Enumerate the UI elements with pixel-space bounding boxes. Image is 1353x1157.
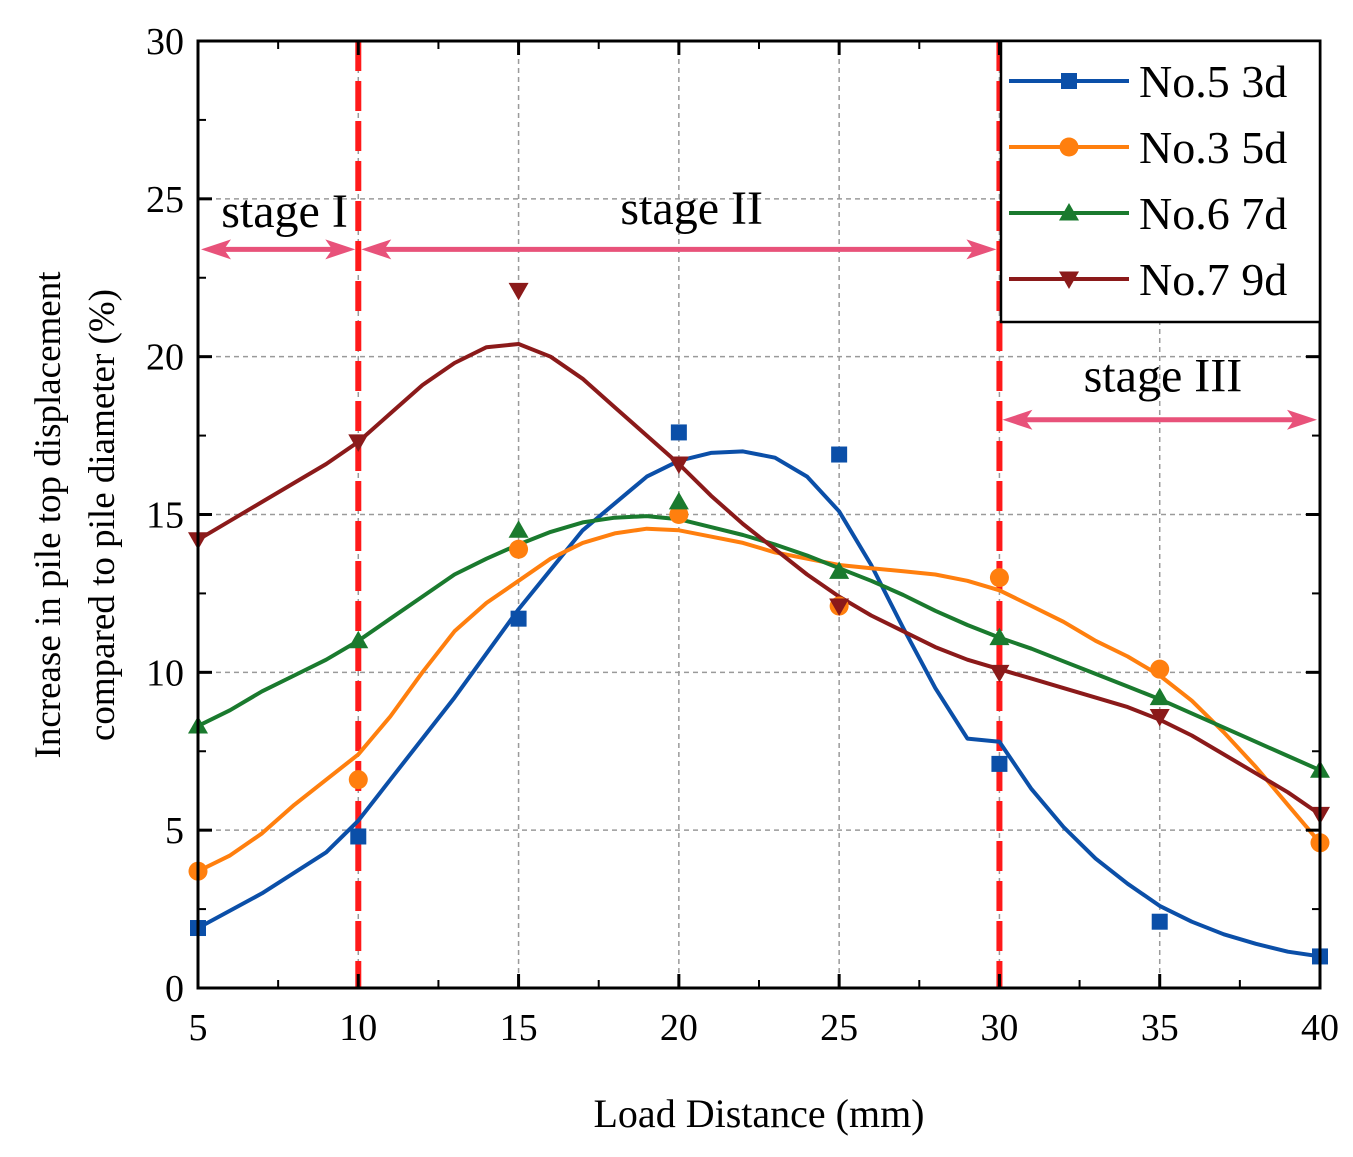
- data-point-No.7 9d: [1149, 709, 1170, 727]
- data-point-No.7 9d: [508, 282, 529, 301]
- legend-marker-No.5 3d: [1061, 73, 1077, 89]
- x-tick-label: 15: [500, 1007, 538, 1049]
- data-point-No.5 3d: [1151, 913, 1168, 930]
- y-axis-label-line-1: Increase in pile top displacement: [28, 271, 69, 759]
- data-point-No.6 7d: [829, 561, 850, 579]
- y-axis-label-line-2: compared to pile diameter (%): [82, 289, 123, 741]
- data-point-No.6 7d: [508, 520, 529, 538]
- data-point-No.5 3d: [510, 610, 527, 627]
- y-axis-label: Increase in pile top displacement compar…: [28, 271, 123, 759]
- data-point-No.5 3d: [831, 446, 848, 463]
- stage-label: stage III: [1084, 349, 1243, 402]
- fit-curves: [198, 342, 1320, 959]
- data-points: [188, 282, 1330, 965]
- y-tick-label: 25: [146, 179, 184, 221]
- legend-marker-No.7 9d: [1059, 271, 1079, 289]
- y-tick-label: 0: [165, 968, 184, 1010]
- x-tick-label: 10: [339, 1007, 377, 1049]
- legend-label: No.6 7d: [1139, 188, 1287, 239]
- legend-box: [999, 39, 1322, 324]
- x-tick-label: 5: [189, 1007, 208, 1049]
- stage-arrowhead: [966, 239, 997, 260]
- data-point-No.5 3d: [350, 828, 367, 845]
- data-point-No.7 9d: [989, 664, 1010, 683]
- legend: No.5 3d No.3 5d No.6 7d No.7 9d: [999, 39, 1322, 324]
- x-axis-label: Load Distance (mm): [594, 1091, 925, 1136]
- stage-arrowhead: [325, 239, 356, 260]
- legend-marker-No.3 5d: [1059, 137, 1079, 157]
- data-point-No.6 7d: [668, 491, 689, 510]
- data-point-No.5 3d: [991, 755, 1008, 772]
- y-tick-label: 10: [146, 652, 184, 694]
- data-point-No.6 7d: [348, 630, 369, 649]
- fit-curve-No.3 5d: [198, 526, 1320, 874]
- x-tick-label: 25: [820, 1007, 858, 1049]
- stage-arrowhead: [1287, 409, 1317, 430]
- data-point-No.5 3d: [670, 424, 687, 441]
- data-point-No.3 5d: [348, 770, 368, 790]
- grid: [198, 41, 1320, 988]
- x-tick-label: 40: [1301, 1007, 1339, 1049]
- x-tick-label: 35: [1141, 1007, 1179, 1049]
- data-point-No.3 5d: [989, 568, 1009, 588]
- data-point-No.3 5d: [669, 505, 689, 524]
- legend-label: No.3 5d: [1139, 122, 1287, 173]
- legend-label: No.7 9d: [1139, 254, 1287, 305]
- stage-arrowhead: [1002, 409, 1033, 430]
- fit-curve-No.7 9d: [198, 342, 1320, 817]
- data-point-No.7 9d: [829, 598, 850, 617]
- stage-arrowhead: [361, 239, 392, 260]
- legend-marker-No.6 7d: [1059, 203, 1079, 221]
- data-point-No.3 5d: [1150, 659, 1170, 679]
- data-point-No.6 7d: [989, 627, 1010, 646]
- y-tick-label: 15: [146, 495, 184, 537]
- fit-curve-No.5 3d: [198, 449, 1320, 959]
- data-point-No.3 5d: [509, 539, 529, 559]
- x-tick-label: 30: [980, 1007, 1018, 1049]
- stage-annotations: stage I stage II stage III: [201, 182, 1317, 430]
- y-tick-label: 30: [146, 21, 184, 63]
- stage-arrowhead: [201, 239, 231, 260]
- fit-curve-No.6 7d: [198, 514, 1320, 773]
- stage-label: stage II: [620, 182, 763, 235]
- y-tick-label: 20: [146, 337, 184, 379]
- data-point-No.7 9d: [348, 434, 369, 452]
- legend-label: No.5 3d: [1139, 56, 1287, 107]
- data-point-No.7 9d: [668, 456, 689, 474]
- x-tick-label: 20: [660, 1007, 698, 1049]
- y-tick-label: 5: [165, 810, 184, 852]
- stage-label: stage I: [221, 185, 348, 238]
- data-point-No.6 7d: [1149, 687, 1170, 706]
